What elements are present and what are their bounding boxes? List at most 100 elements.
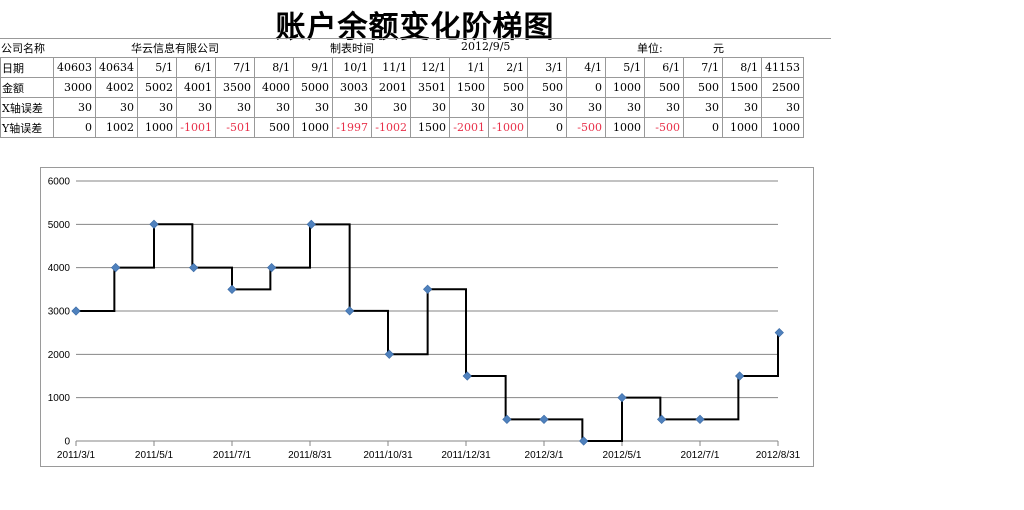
header-divider	[0, 38, 831, 39]
table-row: Y轴误差 0 1002 1000 -1001 -501 500 1000 -1997 -1002 1…	[0, 117, 804, 138]
table-cell: 40603	[53, 57, 96, 78]
table-cell: -1997	[332, 117, 372, 138]
data-point	[657, 414, 667, 424]
company-name: 华云信息有限公司	[131, 42, 219, 55]
x-tick-label: 2012/8/31	[756, 450, 801, 461]
table-cell: 9/1	[293, 57, 333, 78]
table-cell: 0	[566, 77, 606, 98]
x-tick-label: 2012/7/1	[681, 450, 720, 461]
table-cell: 30	[644, 97, 684, 118]
table-cell: 6/1	[644, 57, 684, 78]
step-line	[76, 223, 779, 442]
x-tick-label: 2011/7/1	[213, 450, 252, 461]
table-cell: 0	[527, 117, 567, 138]
x-tick-label: 2011/5/1	[135, 450, 174, 461]
date-label: 制表时间	[330, 42, 374, 55]
table-cell: 30	[95, 97, 138, 118]
y-tick-label: 6000	[48, 177, 71, 188]
table-cell: 30	[605, 97, 645, 118]
data-point	[71, 306, 81, 316]
data-point	[111, 262, 121, 273]
data-point	[384, 349, 394, 359]
table-cell: 30	[488, 97, 528, 118]
chart-area: 0 1000 2000 3000 4000 5000 6000 2011/3/1 2011/5/…	[40, 167, 814, 467]
row-header: 日期	[0, 57, 54, 78]
table-cell: 30	[371, 97, 411, 118]
table-cell: 3500	[215, 77, 255, 98]
y-tick-label: 0	[64, 437, 70, 448]
table-cell: 8/1	[254, 57, 294, 78]
table-row: 金额 3000 4002 5002 4001 3500 4000 5000 3003 2001 35…	[0, 77, 804, 98]
table-cell: 30	[254, 97, 294, 118]
table-cell: 1500	[410, 117, 450, 138]
y-tick-label: 5000	[48, 220, 71, 231]
step-chart: 0 1000 2000 3000 4000 5000 6000 2011/3/1 2011/5/…	[48, 177, 801, 462]
data-point	[774, 328, 784, 338]
y-tick-label: 2000	[48, 350, 71, 361]
table-cell: 1000	[605, 77, 645, 98]
data-point	[502, 414, 512, 424]
table-cell: 7/1	[683, 57, 723, 78]
data-table: 日期 40603 40634 5/1 6/1 7/1 8/1 9/1 10/1 11/1 12/1 1…	[0, 57, 804, 138]
table-cell: 30	[293, 97, 333, 118]
data-point	[345, 306, 355, 316]
company-label: 公司名称	[1, 42, 45, 55]
x-tick-label: 2012/5/1	[603, 450, 642, 461]
table-cell: 1500	[449, 77, 489, 98]
table-cell: 2001	[371, 77, 411, 98]
table-cell: 40634	[95, 57, 138, 78]
table-cell: 30	[683, 97, 723, 118]
table-cell: 4/1	[566, 57, 606, 78]
table-cell: 30	[332, 97, 372, 118]
table-cell: 3/1	[527, 57, 567, 78]
table-cell: 12/1	[410, 57, 450, 78]
table-cell: 8/1	[722, 57, 762, 78]
table-cell: 30	[527, 97, 567, 118]
table-cell: 5/1	[137, 57, 177, 78]
data-point	[306, 219, 316, 229]
table-cell: 500	[488, 77, 528, 98]
table-cell: 30	[137, 97, 177, 118]
table-cell: 1000	[137, 117, 177, 138]
table-cell: 4001	[176, 77, 216, 98]
table-cell: 4000	[254, 77, 294, 98]
table-cell: 5000	[293, 77, 333, 98]
x-tick-label: 2011/10/31	[363, 450, 413, 461]
table-cell: 2/1	[488, 57, 528, 78]
data-point	[462, 371, 472, 381]
table-cell: -500	[566, 117, 606, 138]
table-cell: -2001	[449, 117, 489, 138]
table-cell: 500	[527, 77, 567, 98]
table-cell: 30	[761, 97, 804, 118]
row-header: X轴误差	[0, 97, 54, 118]
table-cell: -1000	[488, 117, 528, 138]
table-cell: 1/1	[449, 57, 489, 78]
table-cell: 41153	[761, 57, 804, 78]
x-tick-label: 2012/3/1	[525, 450, 564, 461]
table-cell: 1000	[722, 117, 762, 138]
table-cell: 1000	[293, 117, 333, 138]
table-cell: 1002	[95, 117, 138, 138]
table-row: 日期 40603 40634 5/1 6/1 7/1 8/1 9/1 10/1 11/1 12/1 1…	[0, 57, 804, 78]
y-tick-label: 3000	[48, 307, 71, 318]
row-header: 金额	[0, 77, 54, 98]
page-title: 账户余额变化阶梯图	[275, 10, 555, 45]
table-cell: -500	[644, 117, 684, 138]
table-cell: 10/1	[332, 57, 372, 78]
date-value: 2012/9/5	[461, 40, 511, 53]
table-cell: 500	[254, 117, 294, 138]
table-cell: 3003	[332, 77, 372, 98]
table-cell: 30	[410, 97, 450, 118]
table-cell: 11/1	[371, 57, 411, 78]
table-cell: 3501	[410, 77, 450, 98]
data-point	[189, 262, 199, 273]
table-cell: 0	[53, 117, 96, 138]
x-tick-label: 2011/8/31	[288, 450, 332, 461]
table-cell: 500	[683, 77, 723, 98]
table-cell: 4002	[95, 77, 138, 98]
data-point	[267, 263, 277, 273]
table-cell: -501	[215, 117, 255, 138]
x-tick-label: 2011/12/31	[441, 450, 491, 461]
table-cell: 30	[53, 97, 96, 118]
table-cell: 6/1	[176, 57, 216, 78]
